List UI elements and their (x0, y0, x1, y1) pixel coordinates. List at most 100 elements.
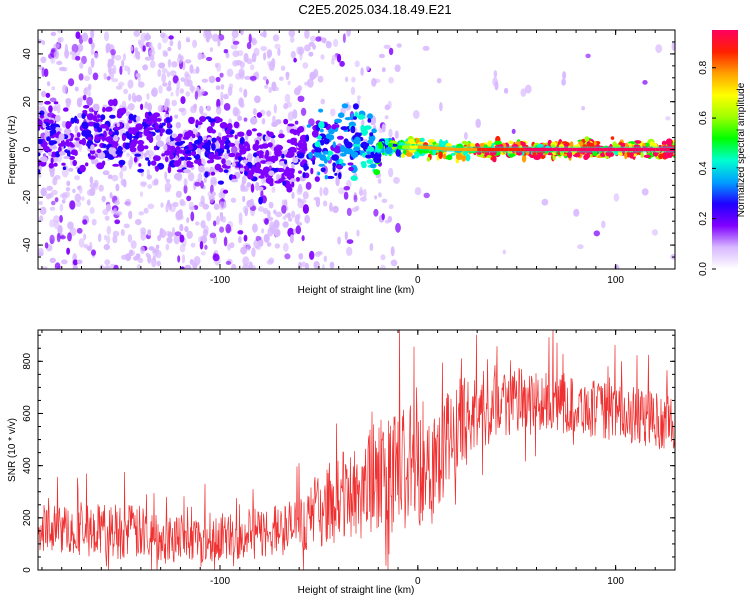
band-cell (237, 131, 245, 137)
noise-cell (82, 94, 87, 101)
noise-cell (214, 62, 219, 68)
noise-cell (44, 242, 49, 249)
noise-cell (379, 264, 386, 269)
noise-cell (665, 116, 671, 121)
noise-cell (242, 205, 249, 214)
noise-cell (315, 197, 321, 208)
noise-cell (255, 181, 260, 191)
noise-cell (67, 232, 72, 242)
noise-cell (304, 30, 310, 39)
band-cell (250, 116, 258, 125)
band-cell (201, 144, 210, 149)
band-cell (208, 153, 215, 160)
band-cell (199, 116, 207, 122)
band-cell (508, 140, 514, 145)
noise-cell (180, 96, 186, 105)
noise-cell (671, 41, 675, 51)
noise-cell (61, 199, 66, 204)
noise-cell (194, 90, 199, 100)
noise-cell (103, 244, 111, 251)
band-cell (85, 162, 89, 167)
band-cell (610, 136, 615, 140)
noise-cell (613, 193, 620, 202)
noise-cell (147, 102, 152, 112)
noise-cell (321, 263, 325, 269)
noise-cell (53, 50, 60, 60)
band-cell (124, 144, 130, 150)
noise-cell (115, 211, 123, 216)
noise-cell (359, 186, 363, 197)
band-cell (264, 153, 269, 159)
noise-cell (139, 191, 144, 198)
band-cell (352, 151, 356, 160)
band-cell (367, 139, 374, 145)
band-cell (324, 175, 328, 180)
noise-cell (123, 53, 126, 61)
noise-cell (161, 68, 168, 74)
noise-cell (121, 100, 127, 109)
noise-cell (288, 30, 296, 38)
noise-cell (144, 56, 152, 61)
band-cell (331, 124, 337, 130)
noise-cell (133, 54, 139, 59)
noise-cell (396, 43, 402, 48)
band-cell (96, 114, 101, 119)
band-cell (156, 118, 162, 122)
band-cell (274, 180, 282, 184)
noise-cell (384, 219, 390, 224)
noise-cell (103, 31, 110, 42)
noise-cell (83, 233, 87, 241)
noise-cell (127, 79, 134, 89)
noise-cell (613, 264, 620, 269)
noise-cell (259, 32, 267, 37)
noise-cell (59, 215, 63, 223)
noise-cell (83, 244, 89, 249)
colorbar-ticks: 0.0 0.2 0.4 0.6 0.8 (698, 60, 716, 276)
noise-cell (268, 257, 275, 264)
band-cell (314, 147, 320, 153)
noise-cell (47, 112, 55, 118)
noise-cell (281, 205, 287, 214)
noise-cell (171, 99, 177, 107)
band-cell (102, 143, 107, 148)
band-cell (282, 180, 287, 186)
band-cell (159, 131, 163, 137)
noise-cell (290, 50, 296, 59)
noise-cell (127, 234, 133, 243)
noise-cell (79, 61, 84, 69)
noise-cell (356, 95, 361, 100)
noise-cell (174, 231, 182, 236)
noise-cell (249, 75, 257, 81)
band-cell (661, 140, 667, 146)
band-cell (69, 144, 75, 148)
noise-cell (314, 251, 321, 258)
noise-cell (503, 87, 509, 94)
noise-cell (49, 206, 56, 211)
band-cell (326, 155, 331, 161)
band-cell (100, 124, 108, 129)
noise-cell (128, 249, 134, 256)
noise-cell (72, 259, 78, 266)
band-cell (318, 121, 325, 129)
noise-cell (223, 93, 229, 100)
band-cell (640, 151, 644, 158)
noise-cell (197, 52, 203, 60)
noise-cell (337, 236, 341, 245)
band-cell (206, 105, 212, 112)
noise-cell (248, 261, 253, 269)
band-cell (367, 113, 373, 120)
noise-cell (72, 188, 76, 194)
noise-cell (137, 264, 141, 269)
snr-series (38, 330, 675, 570)
noise-cell (177, 255, 181, 263)
noise-cell (317, 75, 324, 83)
band-cell (53, 162, 58, 167)
noise-cell (213, 203, 220, 210)
noise-cell (313, 261, 320, 269)
band-cell (258, 144, 265, 149)
band-cell (217, 132, 222, 137)
noise-cell (249, 64, 255, 71)
band-cell (334, 172, 338, 176)
band-cell (260, 160, 267, 164)
noise-cell (323, 187, 329, 196)
